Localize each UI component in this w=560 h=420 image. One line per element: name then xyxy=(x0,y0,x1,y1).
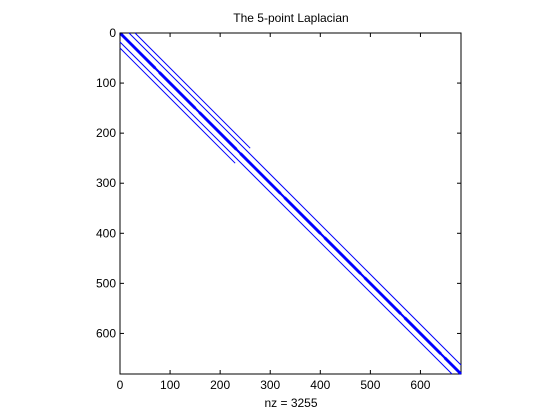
x-axis-label: nz = 3255 xyxy=(264,396,317,410)
nonzero-band-segment xyxy=(443,357,462,375)
nonzero-band-segment xyxy=(323,237,362,275)
chart-title: The 5-point Laplacian xyxy=(233,11,348,25)
nonzero-band-segment xyxy=(119,47,236,164)
x-tick-label: 0 xyxy=(117,378,124,392)
nonzero-band-segment xyxy=(128,32,462,366)
y-tick-label: 600 xyxy=(96,326,116,340)
nonzero-band-segment xyxy=(283,196,322,235)
plot-area: 0 100 200 300 400 500 600 0 100 200 300 400 500 600 xyxy=(96,26,462,392)
y-tick-label: 200 xyxy=(96,126,116,140)
nonzero-band-segment xyxy=(363,277,402,315)
nonzero-band-segment xyxy=(119,41,453,375)
x-axis-ticks: 0 100 200 300 400 500 600 xyxy=(117,33,431,392)
x-tick-label: 300 xyxy=(260,378,280,392)
nonzero-band-segment xyxy=(158,71,196,110)
x-tick-label: 200 xyxy=(210,378,230,392)
matrix-nonzeros xyxy=(119,32,462,375)
y-tick-label: 400 xyxy=(96,226,116,240)
x-tick-label: 600 xyxy=(410,378,430,392)
nonzero-band-segment xyxy=(119,32,156,70)
nonzero-band-segment xyxy=(134,32,251,149)
nonzero-band-segment xyxy=(198,111,237,151)
y-tick-label: 500 xyxy=(96,276,116,290)
x-tick-label: 500 xyxy=(360,378,380,392)
x-tick-label: 100 xyxy=(160,378,180,392)
nonzero-band-segment xyxy=(239,152,282,195)
x-tick-label: 400 xyxy=(310,378,330,392)
y-tick-label: 300 xyxy=(96,176,116,190)
nonzero-band-segment xyxy=(403,317,442,355)
y-axis-ticks: 0 100 200 300 400 500 600 xyxy=(96,26,461,340)
y-tick-label: 0 xyxy=(109,26,116,40)
y-tick-label: 100 xyxy=(96,76,116,90)
